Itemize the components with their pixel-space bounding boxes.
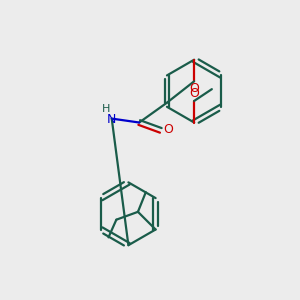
- Text: H: H: [101, 104, 110, 114]
- Text: O: O: [189, 87, 199, 100]
- Text: O: O: [163, 123, 172, 136]
- Text: O: O: [189, 82, 199, 95]
- Text: N: N: [106, 113, 116, 126]
